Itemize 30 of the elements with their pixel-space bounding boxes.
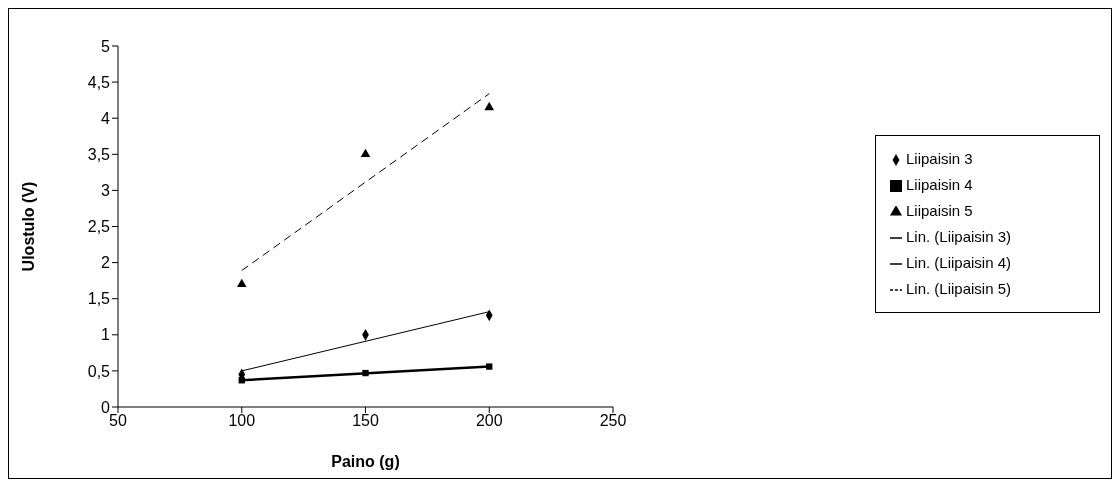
y-tick-label: 1,5 (87, 290, 111, 308)
y-tick-label: 2,5 (87, 218, 111, 236)
x-tick-label: 150 (352, 412, 379, 430)
y-tick-label: 5 (101, 37, 111, 55)
y-tick-label: 0 (101, 398, 111, 416)
point (362, 369, 369, 377)
x-axis-title: Paino (g) (331, 453, 400, 470)
y-tick-label: 3 (101, 182, 111, 200)
legend-label: Liipaisin 3 (906, 150, 973, 167)
point (238, 377, 245, 384)
y-tick-label: 4 (101, 109, 111, 127)
point (236, 278, 247, 288)
legend-label: Liipaisin 4 (906, 176, 973, 193)
y-tick-label: 3,5 (87, 145, 111, 163)
x-tick-label: 50 (109, 412, 127, 430)
x-tick-label: 250 (599, 412, 627, 430)
legend-label: Lin. (Liipaisin 5) (906, 280, 1012, 297)
y-axis-title: Ulostulo (V) (19, 181, 37, 272)
point (360, 148, 371, 158)
x-tick-label: 100 (228, 412, 256, 430)
y-tick-label: 4,5 (87, 73, 111, 91)
legend-label: Liipaisin 5 (906, 202, 973, 219)
x-tick-label: 200 (475, 412, 503, 430)
y-tick-label: 2 (101, 254, 111, 272)
y-tick-label: 1 (101, 326, 111, 344)
legend-label: Lin. (Liipaisin 4) (906, 254, 1012, 271)
point (486, 363, 493, 370)
legend-label: Lin. (Liipaisin 3) (906, 228, 1012, 245)
y-tick-label: 0,5 (87, 362, 111, 380)
point (484, 101, 495, 111)
